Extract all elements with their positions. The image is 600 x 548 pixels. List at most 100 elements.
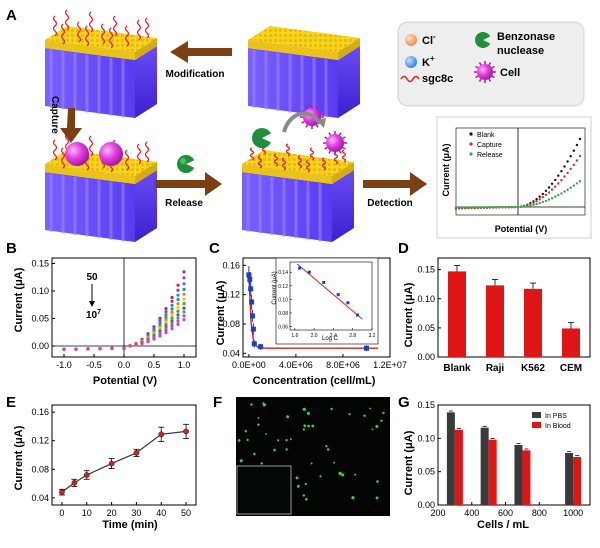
- c-point: [363, 345, 369, 351]
- c-inset-xtick-label: 2.0: [311, 333, 318, 339]
- inset-a-point: [538, 198, 541, 201]
- fluorescent-cell-dot: [338, 471, 342, 475]
- gold-layer-front: [45, 40, 135, 60]
- fluorescent-cell-dot: [371, 428, 374, 431]
- e-plot-frame: [51, 404, 197, 506]
- e-ytick-label: 0.04: [31, 493, 49, 503]
- aptamer-strand: [136, 19, 142, 41]
- inset-a-point: [550, 182, 554, 185]
- inset-a-point: [547, 198, 551, 201]
- legend-benzonase: Benzonase: [497, 31, 555, 43]
- e-point: [183, 428, 189, 435]
- fluorescent-cell-dot: [250, 403, 253, 406]
- fluorescent-cell-dot: [246, 438, 249, 441]
- b-point: [176, 302, 180, 306]
- e-point: [83, 472, 90, 478]
- c-point: [258, 344, 264, 350]
- inset-a-legend-capture: Capture: [477, 142, 502, 149]
- g-xtick-label: 200: [430, 508, 445, 518]
- inset-a-point: [495, 206, 498, 209]
- inset-a-point: [464, 206, 467, 209]
- cell-spike: [319, 110, 323, 114]
- b-point: [164, 318, 168, 322]
- panel-label-f: F: [213, 394, 222, 411]
- g-bar: [514, 445, 523, 505]
- c-inset-ytick-label: 0.12: [278, 284, 288, 290]
- gold-layer-top: [45, 26, 157, 52]
- d-ytick-label: 0.05: [417, 323, 435, 333]
- d-bar: [524, 288, 542, 357]
- benzonase-on-chip: [252, 128, 274, 148]
- inset-a-point: [529, 204, 532, 207]
- gold-layer-front: [248, 40, 338, 60]
- c-inset-xtick-label: 3.2: [369, 333, 376, 339]
- inset-a-point: [516, 205, 520, 209]
- inset-a-point: [572, 163, 575, 166]
- inset-a-point: [498, 206, 501, 209]
- cell-spike: [305, 124, 309, 128]
- c-inset-point: [307, 270, 311, 274]
- inset-a-point: [488, 206, 492, 209]
- fluorescent-cell-dot: [363, 414, 366, 417]
- fluorescent-cell-dot: [237, 439, 241, 442]
- b-point: [158, 318, 162, 323]
- b-point: [176, 313, 180, 317]
- chart-b: -1.0 -0.5 0.0 0.5 1.0 0.00 0.05 0.10 0.15: [31, 257, 197, 370]
- arrow-modification: [170, 41, 232, 63]
- g-xtick-label: 600: [498, 508, 513, 518]
- b-point: [164, 313, 168, 317]
- fluorescent-cell-dot: [354, 473, 357, 476]
- b-point: [170, 324, 174, 328]
- b-point: [176, 319, 180, 323]
- fluorescent-cell-dot: [304, 482, 307, 486]
- aptamer-strand: [144, 17, 150, 39]
- inset-a-point: [538, 195, 541, 198]
- fluorescent-cell-dot: [319, 475, 322, 478]
- b-point: [182, 314, 186, 318]
- b-xtick-label: -0.5: [86, 360, 102, 370]
- b-point: [164, 323, 168, 327]
- c-inset-plot-frame: [289, 261, 373, 331]
- c-inset-point: [322, 280, 326, 284]
- c-inset-xlabel: Log C: [322, 336, 339, 342]
- aptamer-strand: [285, 143, 291, 157]
- inset-a-point: [560, 170, 563, 173]
- enzyme-mouth: [262, 132, 274, 144]
- cell-spike: [488, 62, 492, 66]
- d-plot-frame: [437, 257, 591, 358]
- released-cell: [323, 131, 347, 155]
- step-modification: Modification: [166, 69, 225, 80]
- gold-layer-side: [135, 162, 157, 184]
- b-point: [152, 337, 156, 341]
- inset-a-point: [578, 137, 582, 141]
- chip-with-aptamers: [45, 9, 157, 118]
- chip-release: [242, 105, 354, 242]
- inset-a-point: [479, 206, 482, 209]
- b-point: [62, 347, 66, 351]
- step-detection: Detection: [367, 198, 413, 209]
- arrow-release: [155, 172, 222, 196]
- gold-layer-side: [338, 38, 360, 60]
- d-ytick-label: 0.10: [417, 294, 435, 304]
- inset-a-point: [550, 197, 554, 200]
- chip-captured-cells: [45, 133, 157, 242]
- chart-e: 0 10 20 30 40 50 0.04 0.08 0.12 0.16: [31, 404, 197, 518]
- e-ytick-label: 0.12: [31, 436, 49, 446]
- d-category-label: Raji: [486, 363, 505, 374]
- b-point: [98, 347, 102, 351]
- b-series: [62, 318, 186, 351]
- fluorescent-cell-dot: [306, 411, 310, 415]
- g-legend-label: In PBS: [545, 413, 567, 420]
- g-bar: [565, 453, 574, 505]
- c-point: [250, 326, 256, 332]
- c-inset-point: [336, 293, 340, 297]
- fluorescent-cell-dot: [257, 417, 260, 419]
- b-point: [158, 316, 162, 320]
- c-point: [248, 286, 254, 292]
- fluorescent-cell-dot: [262, 402, 265, 405]
- inset-a-point: [572, 184, 575, 187]
- fluorescent-cell-dot: [253, 452, 256, 456]
- c-ytick-label: 0.12: [222, 290, 240, 300]
- aptamer-strand: [100, 23, 106, 45]
- aptamer-strand: [112, 15, 118, 37]
